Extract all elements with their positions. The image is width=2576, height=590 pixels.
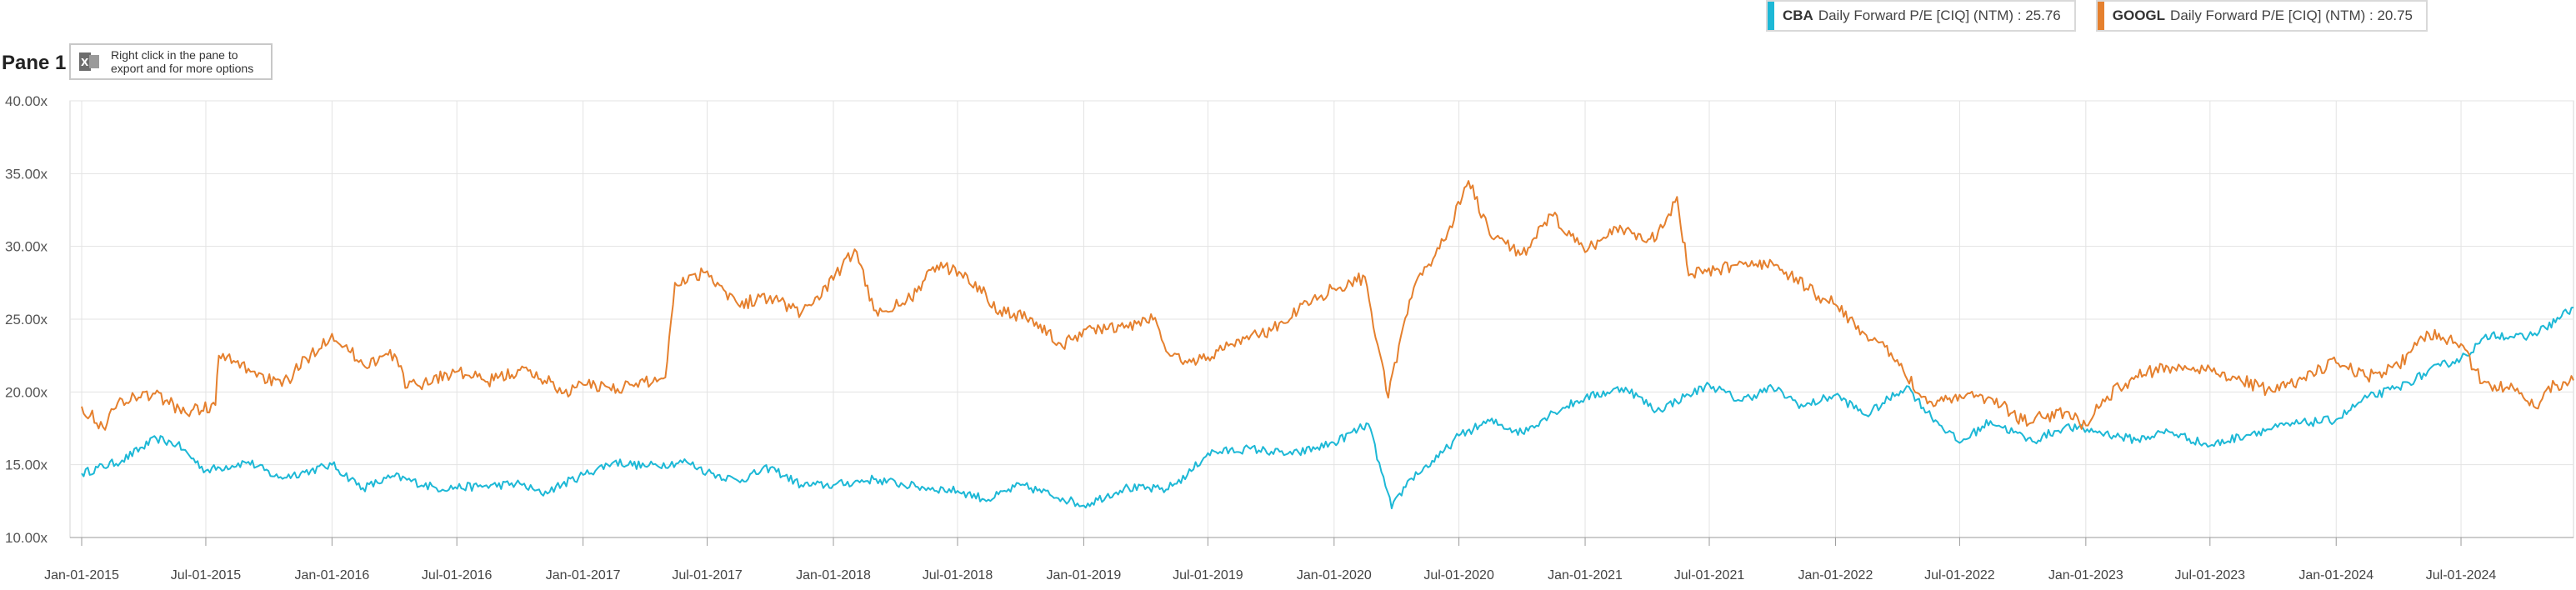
x-tick-label: Jul-01-2015 (171, 568, 242, 582)
series-line-googl (81, 180, 2574, 431)
legend-ticker: CBA (1782, 8, 1813, 23)
x-tick-label: Jan-01-2023 (2048, 568, 2123, 582)
x-tick-label: Jan-01-2015 (44, 568, 119, 582)
legend-item-cba[interactable]: CBA Daily Forward P/E [CIQ] (NTM) : 25.76 (1765, 0, 2076, 32)
legend-label: GOOGL Daily Forward P/E [CIQ] (NTM) : 20.… (2104, 2, 2426, 30)
export-hint-box[interactable]: X Right click in the pane to export and … (69, 43, 273, 80)
x-tick-label: Jul-01-2022 (1924, 568, 1995, 582)
chart-legend: CBA Daily Forward P/E [CIQ] (NTM) : 25.76… (1765, 0, 2428, 37)
y-tick-label: 15.00x (5, 458, 48, 473)
x-tick-label: Jan-01-2016 (294, 568, 369, 582)
legend-label: CBA Daily Forward P/E [CIQ] (NTM) : 25.76 (1774, 2, 2074, 30)
y-tick-label: 25.00x (5, 312, 48, 328)
y-tick-label: 20.00x (5, 384, 48, 400)
y-tick-label: 30.00x (5, 239, 48, 255)
pane-title: Pane 1 (2, 52, 67, 74)
x-tick-label: Jul-01-2018 (923, 568, 993, 582)
x-tick-label: Jul-01-2024 (2426, 568, 2497, 582)
x-tick-label: Jul-01-2017 (672, 568, 743, 582)
excel-icon: X (79, 51, 99, 72)
x-tick-label: Jan-01-2019 (1046, 568, 1121, 582)
x-tick-label: Jul-01-2023 (2175, 568, 2246, 582)
legend-swatch (2097, 2, 2104, 30)
x-tick-label: Jan-01-2022 (1798, 568, 1873, 582)
legend-item-googl[interactable]: GOOGL Daily Forward P/E [CIQ] (NTM) : 20.… (2095, 0, 2428, 32)
x-tick-label: Jan-01-2018 (796, 568, 871, 582)
legend-swatch (1767, 2, 1774, 30)
y-tick-label: 10.00x (5, 530, 48, 546)
series-line-cba (81, 307, 2574, 510)
x-tick-label: Jul-01-2019 (1173, 568, 1243, 582)
y-tick-label: 40.00x (5, 93, 48, 109)
x-tick-label: Jul-01-2021 (1674, 568, 1745, 582)
x-tick-label: Jul-01-2016 (422, 568, 493, 582)
legend-ticker: GOOGL (2112, 8, 2166, 23)
x-tick-label: Jan-01-2024 (2298, 568, 2373, 582)
y-tick-label: 35.00x (5, 166, 48, 182)
x-tick-label: Jan-01-2021 (1548, 568, 1623, 582)
svg-text:X: X (81, 57, 89, 68)
x-tick-label: Jul-01-2020 (1423, 568, 1494, 582)
export-hint-text: Right click in the pane to export and fo… (111, 48, 254, 75)
legend-metric: Daily Forward P/E [CIQ] (NTM) : 25.76 (1818, 8, 2061, 23)
x-tick-label: Jan-01-2017 (546, 568, 621, 582)
x-tick-label: Jan-01-2020 (1297, 568, 1372, 582)
legend-metric: Daily Forward P/E [CIQ] (NTM) : 20.75 (2170, 8, 2413, 23)
